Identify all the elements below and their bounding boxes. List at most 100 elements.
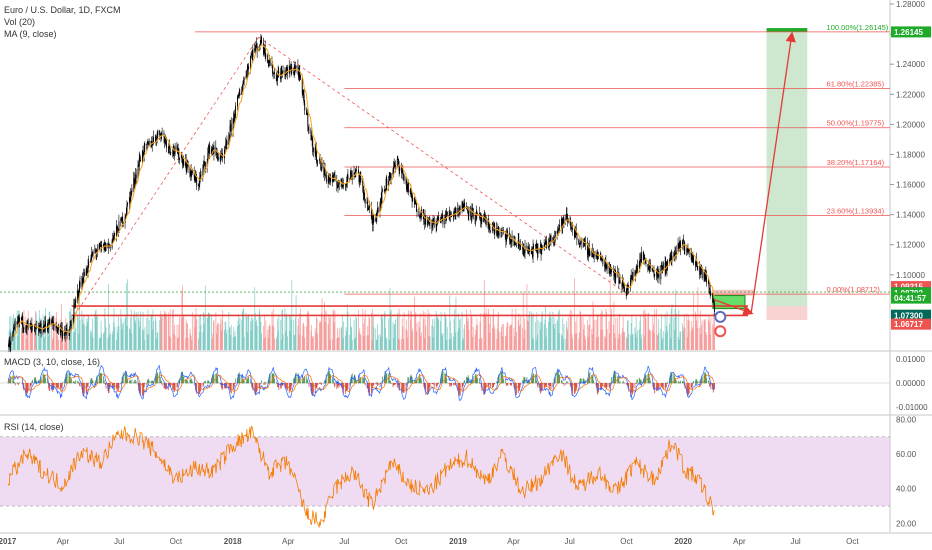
macd-histogram-bar <box>180 372 182 384</box>
ma-legend[interactable]: MA (9, close) <box>4 29 57 39</box>
candle-body <box>418 211 420 217</box>
rsi-legend[interactable]: RSI (14, close) <box>4 422 64 432</box>
volume-bar <box>686 337 688 350</box>
volume-bar <box>211 338 213 350</box>
candle-body <box>9 344 11 347</box>
macd-histogram-bar <box>303 377 305 384</box>
volume-bar <box>643 335 645 350</box>
candle-body <box>696 258 698 266</box>
macd-histogram-bar <box>303 378 304 384</box>
candle-body <box>549 237 551 246</box>
volume-bar <box>712 312 714 350</box>
macd-histogram-bar <box>306 378 308 384</box>
candle-body <box>131 188 133 192</box>
candle-body <box>172 147 174 154</box>
volume-bar <box>212 321 214 350</box>
volume-bar <box>401 338 403 350</box>
volume-bar <box>216 333 217 350</box>
macd-histogram-bar <box>204 380 206 384</box>
volume-bar <box>133 310 135 350</box>
macd-histogram-bar <box>337 383 339 388</box>
volume-bar <box>471 317 473 350</box>
candle-body <box>459 208 461 210</box>
candle-body <box>189 167 191 176</box>
macd-histogram-bar <box>485 383 487 392</box>
macd-tick-label: -0.01000 <box>896 403 928 412</box>
macd-histogram-bar <box>363 377 365 384</box>
macd-histogram-bar <box>648 371 649 384</box>
volume-bar <box>649 330 651 350</box>
volume-bar <box>268 326 270 350</box>
volume-bar <box>427 309 429 350</box>
volume-bar <box>83 315 85 350</box>
candle-body <box>532 251 533 257</box>
candle-body <box>25 329 27 330</box>
volume-bar <box>652 316 654 350</box>
macd-histogram-bar <box>238 374 240 384</box>
macd-histogram-bar <box>286 383 288 390</box>
macd-histogram-bar <box>12 375 14 384</box>
volume-bar <box>73 311 75 350</box>
volume-bar <box>625 337 627 350</box>
macd-histogram-bar <box>677 381 679 384</box>
candle-body <box>596 253 598 260</box>
macd-histogram-bar <box>74 383 76 384</box>
candle-body <box>359 175 361 180</box>
macd-histogram-bar <box>203 381 205 384</box>
volume-bar <box>85 325 87 350</box>
volume-bar <box>100 320 102 350</box>
candle-body <box>239 93 241 96</box>
volume-bar <box>19 310 21 350</box>
volume-bar <box>274 338 275 350</box>
volume-bar <box>122 321 124 350</box>
volume-bar <box>52 337 54 350</box>
volume-bar <box>99 337 101 350</box>
macd-histogram-bar <box>501 371 503 384</box>
volume-bar <box>377 335 379 350</box>
volume-bar <box>177 337 179 350</box>
candle-body <box>133 177 135 189</box>
macd-histogram-bar <box>159 376 161 384</box>
macd-histogram-bar <box>43 375 45 384</box>
macd-histogram-bar <box>275 381 277 384</box>
macd-histogram-bar <box>556 371 558 384</box>
candle-body <box>536 243 538 251</box>
volume-bar <box>432 319 433 350</box>
macd-histogram-bar <box>254 383 256 394</box>
volume-bar <box>134 319 136 350</box>
macd-histogram-bar <box>364 383 366 386</box>
candle-body <box>56 327 58 329</box>
candle-body <box>455 207 457 214</box>
candle-body <box>708 282 710 288</box>
candle-body <box>635 274 636 275</box>
macd-histogram-bar <box>342 383 344 390</box>
candle-body <box>95 250 97 254</box>
macd-legend[interactable]: MACD (3, 10, close, 16) <box>4 357 101 367</box>
candle-body <box>484 218 486 220</box>
candle-body <box>583 241 585 243</box>
candle-body <box>436 221 438 227</box>
volume-bar <box>233 336 235 350</box>
volume-legend[interactable]: Vol (20) <box>4 17 36 27</box>
macd-histogram-bar <box>401 383 403 392</box>
volume-bar <box>299 313 301 350</box>
candle-body <box>640 259 641 262</box>
macd-histogram-bar <box>477 378 478 384</box>
candle-body <box>423 213 425 223</box>
candle-body <box>522 247 524 249</box>
volume-bar <box>230 324 232 350</box>
volume-bar <box>207 312 209 350</box>
macd-histogram-bar <box>354 374 356 384</box>
volume-bar <box>697 287 699 350</box>
symbol-title[interactable]: Euro / U.S. Dollar, 1D, FXCM <box>4 5 121 15</box>
volume-bar <box>78 333 80 350</box>
macd-histogram-bar <box>258 383 260 389</box>
macd-histogram-bar <box>444 372 446 384</box>
macd-histogram-bar <box>91 378 93 384</box>
candle-body <box>362 186 364 195</box>
macd-histogram-bar <box>572 383 574 396</box>
volume-bar <box>644 313 646 350</box>
macd-histogram-bar <box>272 373 274 384</box>
volume-bar <box>493 308 495 350</box>
